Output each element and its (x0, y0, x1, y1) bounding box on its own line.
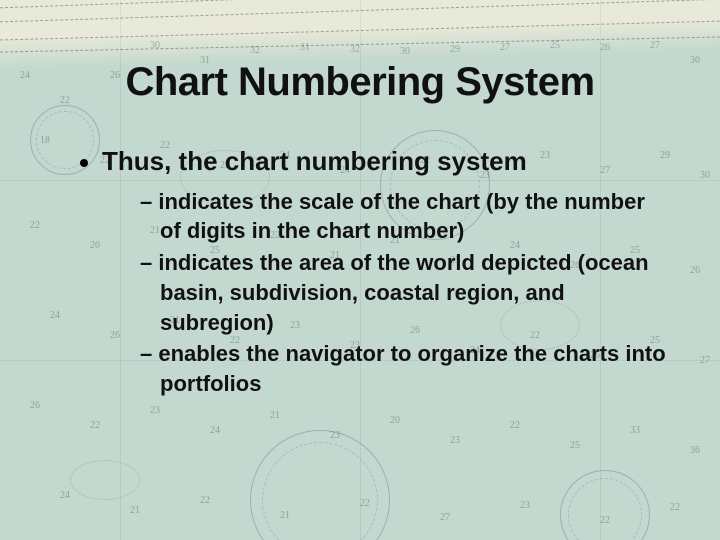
bullet-dot-icon (80, 159, 88, 167)
shoal-contour (70, 460, 140, 500)
depth-sounding: 23 (520, 500, 530, 511)
depth-sounding: 21 (280, 510, 290, 521)
depth-sounding: 22 (670, 502, 680, 513)
bullet-main-text: Thus, the chart numbering system (102, 145, 527, 179)
compass-rose (250, 430, 390, 540)
compass-rose (560, 470, 650, 540)
slide-content: Chart Numbering System Thus, the chart n… (0, 0, 720, 441)
slide-title: Chart Numbering System (50, 60, 670, 105)
sub-bullet-3: – enables the navigator to organize the … (140, 339, 670, 398)
depth-sounding: 25 (570, 440, 580, 451)
depth-sounding: 27 (440, 512, 450, 523)
depth-sounding: 22 (600, 515, 610, 526)
sub-bullet-list: – indicates the scale of the chart (by t… (140, 187, 670, 399)
depth-sounding: 21 (130, 505, 140, 516)
depth-sounding: 22 (200, 495, 210, 506)
bullet-main: Thus, the chart numbering system (80, 145, 670, 179)
depth-sounding: 22 (360, 498, 370, 509)
sub-bullet-1: – indicates the scale of the chart (by t… (140, 187, 670, 246)
sub-bullet-2: – indicates the area of the world depict… (140, 248, 670, 337)
depth-sounding: 24 (60, 490, 70, 501)
depth-sounding: 36 (690, 445, 700, 456)
